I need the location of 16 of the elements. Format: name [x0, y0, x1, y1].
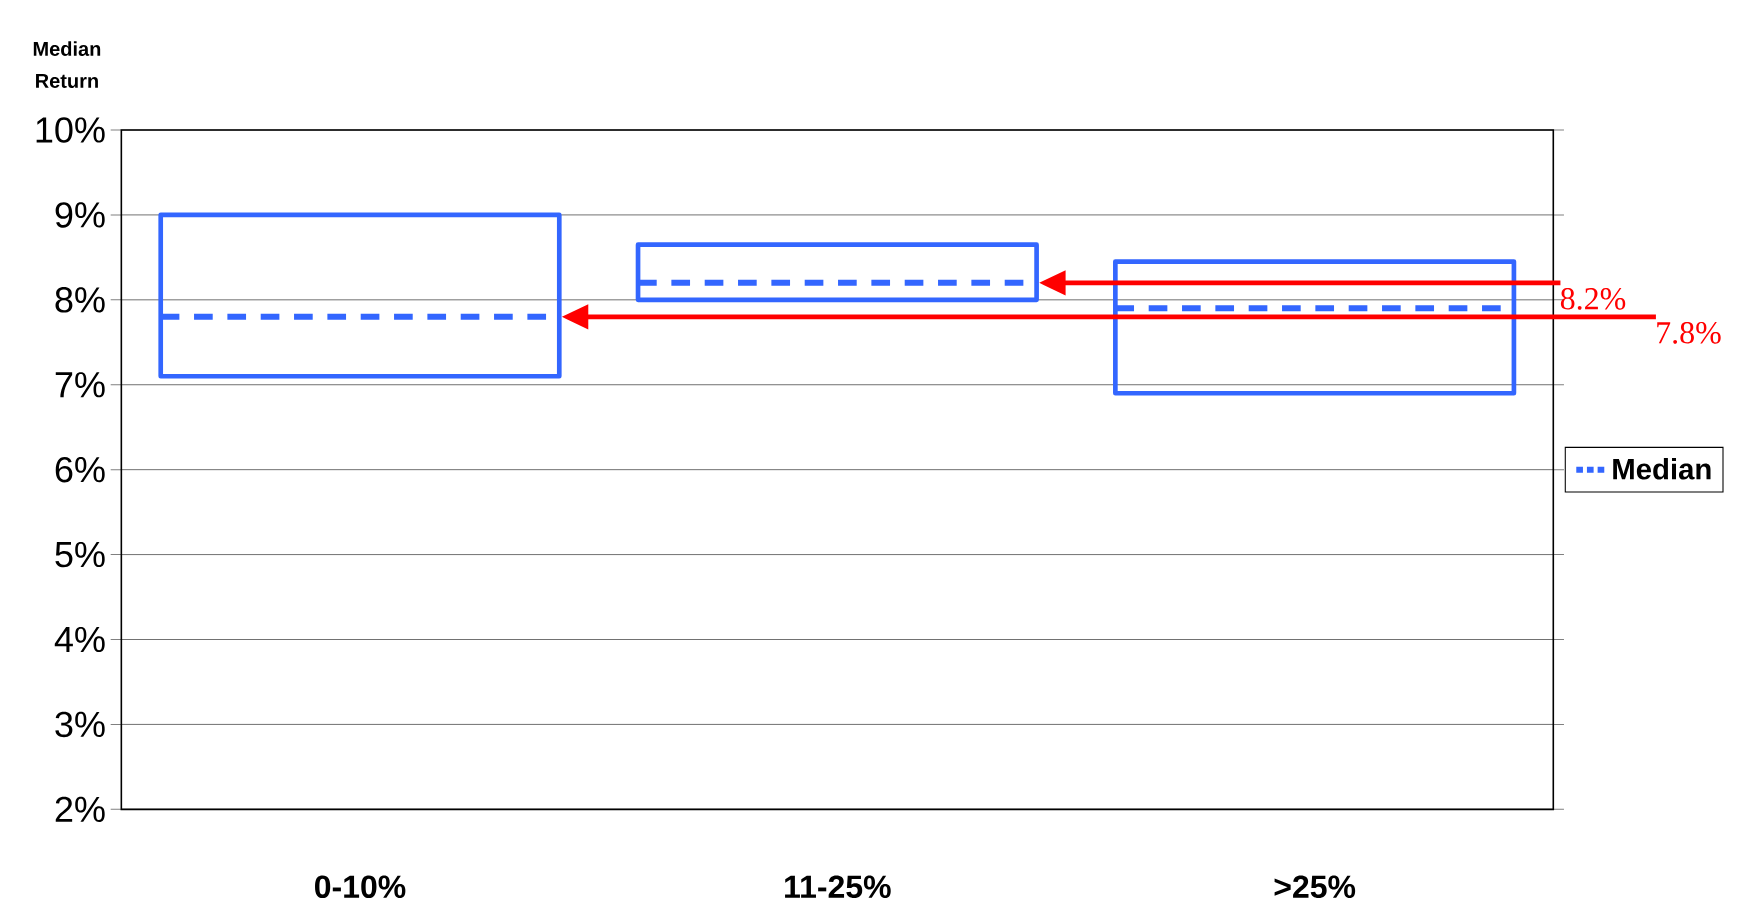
y-tick-label: 8% [55, 287, 105, 313]
y-tick-label: 10% [36, 117, 105, 143]
y-tick-label: 5% [55, 541, 105, 568]
y-tick-label: 2% [55, 796, 105, 823]
y-tick-label: 3% [55, 711, 105, 738]
y-tick-label: 9% [55, 202, 105, 228]
text: 7.8% [1657, 321, 1721, 344]
legend-label: Median [1613, 458, 1711, 480]
y-tick-label: 7% [55, 372, 105, 398]
y-axis-title: Median Return [33, 41, 101, 88]
x-tick-label: >25% [1274, 875, 1356, 899]
x-tick-label: 0-10% [315, 875, 406, 899]
x-tick-label: 11-25% [785, 875, 891, 899]
y-tick-label: 6% [55, 456, 105, 483]
y-tick-label: 4% [54, 626, 105, 653]
text: 8.2% [1560, 287, 1626, 310]
